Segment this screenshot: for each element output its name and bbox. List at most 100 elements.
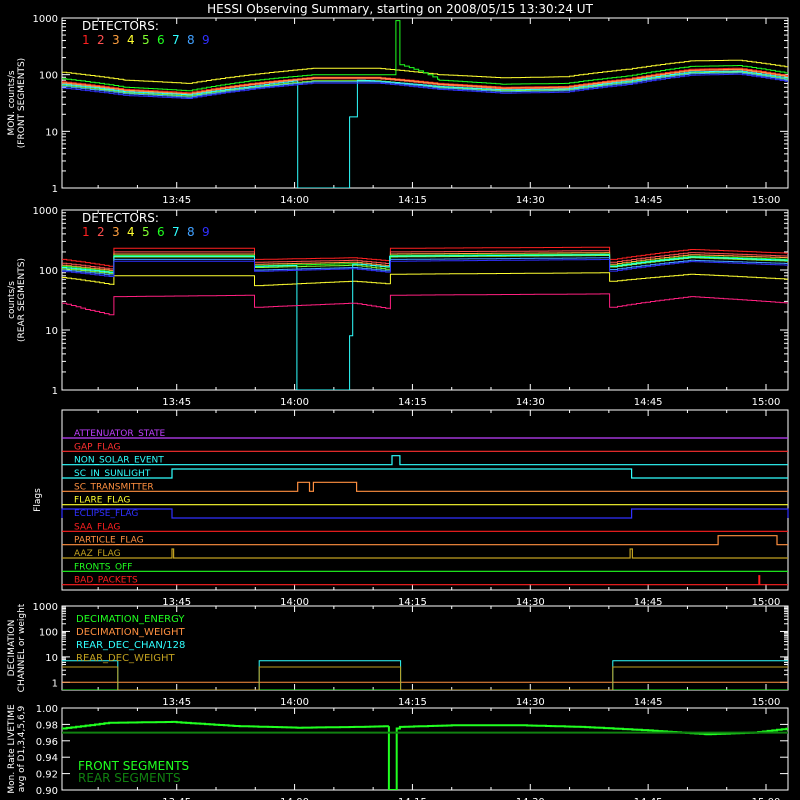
front-ytick-label: 100 [39,71,58,82]
flag-label: ECLIPSE_FLAG [74,509,138,519]
rear-series-line [62,246,788,267]
front-ytick-label: 1000 [33,14,58,25]
livetime-xtick-label: 14:15 [398,797,427,800]
front-series-line [62,72,788,98]
decimation-ylabel: DECIMATION [7,620,17,677]
rear-legend-detector: 8 [187,225,195,239]
decimation-series-line [62,666,788,690]
rear-xtick-label: 14:15 [398,397,427,408]
decimation-xtick-label: 14:15 [398,697,427,708]
rear-ytick-label: 100 [39,266,58,277]
flags-xtick-label: 13:45 [162,597,191,608]
flags-axes: 13:45 14:00 14:15 14:30 14:45 15:00 Flags ATTEN… [33,409,789,608]
rear-series-line [62,252,788,271]
flag-line [62,468,788,479]
livetime-series [62,720,788,790]
decimation-series [62,660,788,690]
front-series-line [62,70,788,188]
livetime-xtick-label: 14:00 [280,797,309,800]
rear-legend-detector: 9 [202,225,210,239]
front-legend-detector: 2 [97,33,105,47]
rear-series [62,246,788,390]
livetime-ytick-label: 0.94 [36,753,58,764]
rear-legend-detector: 4 [127,225,135,239]
front-series [62,20,788,188]
front-series-line [62,68,788,95]
front-ylabel2: (FRONT SEGMENTS) [17,58,27,148]
flags-xtick-label: 15:00 [752,597,781,608]
rear-series-line [62,259,788,278]
rear-series-line [62,254,788,390]
front-ylabel: MON. counts/s [7,70,17,135]
front-series-line [62,59,788,84]
livetime-ylabel: Mon. Rate LIVETIME [7,704,17,794]
front-legend-detector: 4 [127,33,135,47]
rear-ytick-label: 1000 [33,206,58,217]
decimation-series-line [62,660,788,690]
rear-legend-detector: 6 [157,225,165,239]
flag-line [62,575,788,586]
flag-line [62,455,788,466]
flag-label: SC_TRANSMITTER [74,482,154,492]
decimation-xtick-label: 14:00 [280,697,309,708]
decimation-ylabel2: CHANNEL or weight [17,603,27,692]
rear-series-line [62,255,788,274]
front-frame [61,17,789,189]
decimation-xtick-label: 13:45 [162,697,191,708]
rear-ytick-label: 10 [45,326,58,337]
livetime-xtick-label: 14:45 [634,797,663,800]
rear-xtick-label: 14:00 [280,397,309,408]
rear-ylabel: counts/s [7,281,17,319]
front-legend-detector: 8 [187,33,195,47]
flags-frame [61,409,789,591]
flag-line [61,508,789,519]
flag-line [62,548,788,559]
flags-xtick-label: 14:00 [280,597,309,608]
flags-xtick-label: 14:15 [398,597,427,608]
front-ytick-label: 1 [52,184,58,195]
rear-legend-detector: 7 [172,225,180,239]
front-series-line [62,73,788,99]
rear-xtick-label: 15:00 [752,397,781,408]
flags-xtick-label: 14:45 [634,597,663,608]
rear-ylabel2: (REAR SEGMENTS) [17,258,27,342]
front-axes: 13:45 14:00 14:15 14:30 14:45 15:00 MON. count… [7,14,789,206]
front-legend-detector: 5 [142,33,150,47]
rear-xtick-label: 13:45 [162,397,191,408]
front-ytick-label: 10 [45,127,58,138]
livetime-frame [61,707,789,791]
livetime-xtick-label: 14:30 [516,797,545,800]
livetime-ytick-label: 0.92 [36,770,58,781]
livetime-legend-entry: REAR SEGMENTS [78,771,181,785]
rear-series-line [62,257,788,276]
flag-label: NON_SOLAR_EVENT [74,456,164,466]
rear-xtick-label: 14:45 [634,397,663,408]
livetime-ytick-label: 1.00 [36,704,58,715]
livetime-ytick-label: 0.98 [36,720,58,731]
decimation-axes: 13:45 14:00 14:15 14:30 14:45 15:00 DECIMATION… [7,602,789,708]
decimation-ytick-label: 1000 [33,602,58,613]
flag-label: FLARE_FLAG [74,496,130,506]
rear-axes: 13:45 14:00 14:15 14:30 14:45 15:00 counts/s (R… [7,206,789,408]
front-legend-detector: 3 [112,33,120,47]
rear-legend-detector: 1 [82,225,90,239]
decimation-legend-entry: DECIMATION_WEIGHT [76,627,185,638]
decimation-legend-entry: REAR_DEC_CHAN/128 [76,640,185,651]
decimation-xtick-label: 14:45 [634,697,663,708]
decimation-legend-entry: REAR_DEC_WEIGHT [76,653,175,664]
front-xtick-label: 14:30 [516,195,545,206]
flags-ylabel: Flags [33,488,43,512]
livetime-xtick-label: 13:45 [162,797,191,800]
decimation-xtick-label: 15:00 [752,697,781,708]
front-legend-detector: 7 [172,33,180,47]
livetime-ytick-label: 0.96 [36,737,58,748]
livetime-xtick-label: 15:00 [752,797,781,800]
flag-label: FRONTS_OFF [74,562,132,572]
decimation-ytick-label: 100 [39,627,58,638]
front-xtick-label: 14:15 [398,195,427,206]
flag-label: SC_IN_SUNLIGHT [74,469,151,479]
flag-label: SAA_FLAG [74,522,120,532]
rear-legend-detector: 2 [97,225,105,239]
flag-label: AAZ_FLAG [74,549,121,559]
